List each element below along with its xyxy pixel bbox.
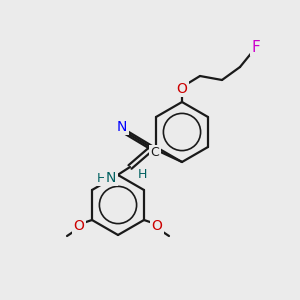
Text: O: O [74,219,85,233]
Text: H: H [137,169,147,182]
Text: C: C [151,146,159,160]
Text: H: H [96,172,106,184]
Text: O: O [177,82,188,96]
Text: N: N [106,171,116,185]
Text: F: F [252,40,260,55]
Text: N: N [117,120,127,134]
Text: O: O [152,219,162,233]
